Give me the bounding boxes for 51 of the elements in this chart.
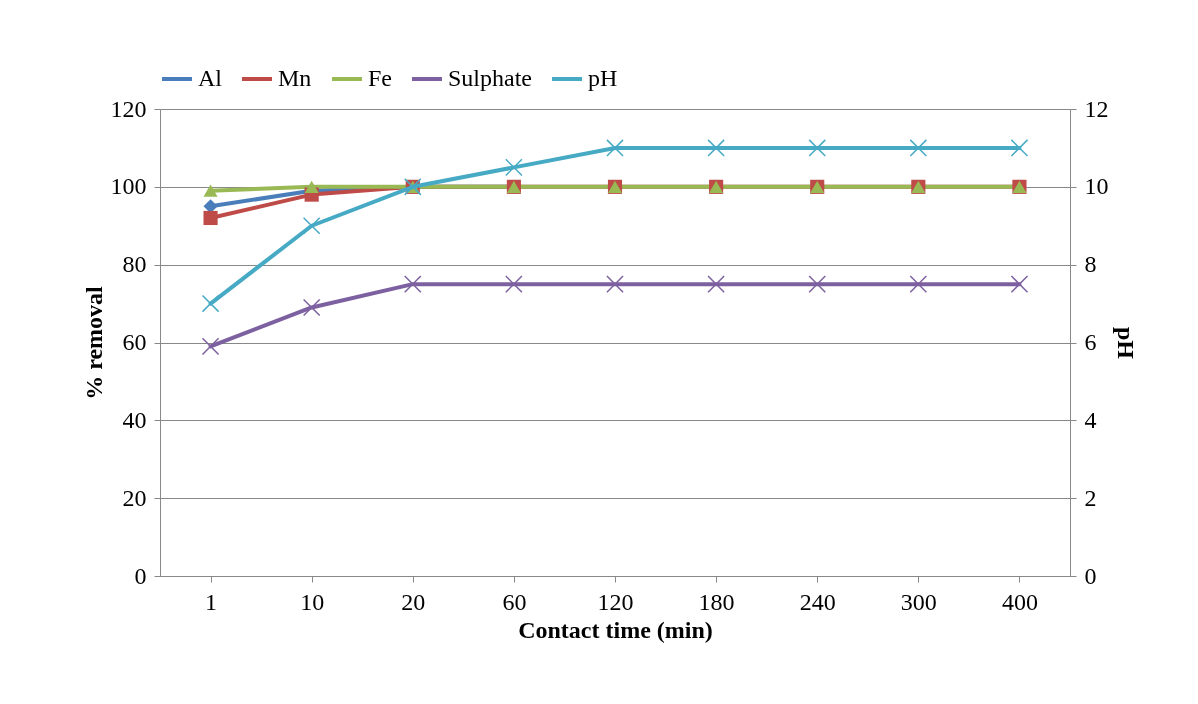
x-tick-label: 180 — [698, 588, 735, 615]
y2-tick-label: 6 — [1084, 329, 1097, 355]
y2-tick-label: 4 — [1084, 406, 1097, 433]
point — [606, 139, 624, 157]
point — [606, 275, 624, 293]
x-tick-label: 60 — [502, 588, 527, 615]
point — [909, 139, 928, 157]
point — [203, 210, 218, 226]
y-tick-label: 80 — [122, 251, 147, 278]
x-axis-title: Contact time (min) — [518, 616, 713, 643]
point — [302, 298, 321, 317]
point — [707, 139, 725, 157]
point — [201, 294, 220, 313]
y2-tick-label: 0 — [1084, 562, 1097, 589]
x-tick-label: 10 — [300, 588, 325, 615]
y2-tick-label: 2 — [1084, 484, 1097, 511]
legend-label: Mn — [278, 65, 312, 91]
legend-label: Al — [198, 65, 223, 91]
point — [203, 184, 218, 197]
point — [403, 275, 422, 293]
point — [302, 216, 321, 235]
point — [808, 139, 827, 157]
point — [201, 337, 220, 356]
y-axis-title: % removal — [80, 285, 107, 400]
legend-label: Fe — [368, 65, 392, 91]
y-tick-label: 60 — [122, 329, 147, 355]
y2-tick-label: 10 — [1084, 173, 1109, 200]
x-tick-label: 400 — [1001, 588, 1038, 615]
x-tick-label: 1 — [205, 588, 218, 615]
y-tick-label: 120 — [110, 95, 147, 122]
point — [808, 275, 827, 293]
y-tick-label: 100 — [110, 173, 147, 200]
point — [505, 275, 523, 293]
x-tick-label: 300 — [900, 588, 937, 615]
y-tick-label: 40 — [122, 406, 147, 433]
x-tick-label: 240 — [799, 588, 836, 615]
x-tick-label: 20 — [401, 588, 426, 615]
legend-label: pH — [588, 65, 618, 91]
x-tick-label: 120 — [597, 588, 634, 615]
y2-axis-title: pH — [1112, 326, 1139, 360]
point — [304, 180, 319, 193]
y-tick-label: 20 — [122, 484, 147, 511]
point — [1010, 275, 1029, 293]
y-tick-label: 0 — [134, 562, 147, 589]
point — [505, 158, 523, 177]
legend-label: Sulphate — [448, 65, 532, 91]
point — [707, 275, 725, 293]
y2-tick-label: 12 — [1084, 95, 1109, 122]
y2-tick-label: 8 — [1084, 251, 1097, 278]
point — [909, 275, 928, 293]
point — [1010, 139, 1029, 157]
